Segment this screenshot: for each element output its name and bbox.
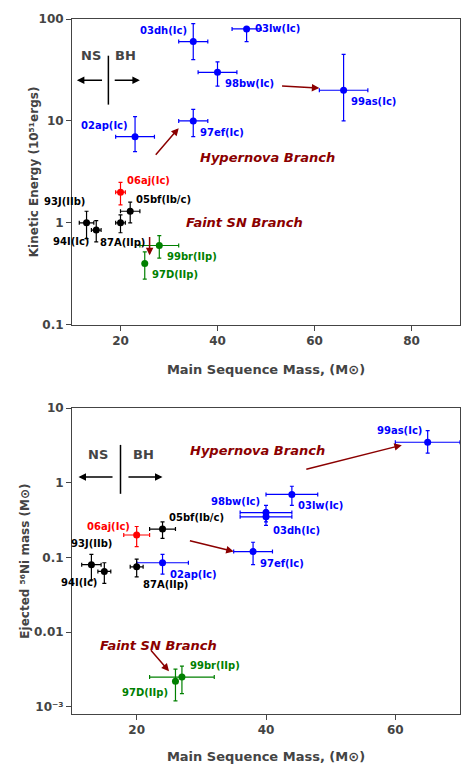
svg-text:99as(Ic): 99as(Ic) <box>351 96 396 107</box>
svg-text:40: 40 <box>209 334 226 348</box>
svg-text:60: 60 <box>387 723 404 737</box>
svg-text:93J(IIb): 93J(IIb) <box>71 538 112 549</box>
svg-text:98bw(Ic): 98bw(Ic) <box>211 496 260 507</box>
svg-text:94I(Ic): 94I(Ic) <box>53 236 89 247</box>
svg-text:20: 20 <box>112 334 129 348</box>
svg-text:1: 1 <box>55 216 63 230</box>
svg-text:99as(Ic): 99as(Ic) <box>377 425 422 436</box>
svg-text:99br(IIp): 99br(IIp) <box>190 660 240 671</box>
svg-text:02ap(Ic): 02ap(Ic) <box>170 569 217 580</box>
svg-text:87A(IIp): 87A(IIp) <box>143 579 188 590</box>
svg-text:87A(IIp): 87A(IIp) <box>100 237 145 248</box>
svg-text:06aj(Ic): 06aj(Ic) <box>127 175 170 186</box>
svg-text:BH: BH <box>133 447 154 462</box>
svg-text:Hypernova Branch: Hypernova Branch <box>190 443 325 458</box>
svg-text:NS: NS <box>88 447 108 462</box>
svg-text:10⁻³: 10⁻³ <box>35 700 63 714</box>
svg-text:99br(IIp): 99br(IIp) <box>167 251 217 262</box>
svg-text:Ejected ⁵⁶Ni mass (M⊙): Ejected ⁵⁶Ni mass (M⊙) <box>18 484 32 639</box>
svg-text:03dh(Ic): 03dh(Ic) <box>140 25 187 36</box>
svg-text:10: 10 <box>47 401 64 415</box>
svg-text:0.01: 0.01 <box>34 625 64 639</box>
svg-text:03lw(Ic): 03lw(Ic) <box>255 23 300 34</box>
svg-text:05bf(Ib/c): 05bf(Ib/c) <box>136 194 191 205</box>
svg-text:BH: BH <box>115 48 136 63</box>
svg-text:Main Sequence Mass, (M⊙): Main Sequence Mass, (M⊙) <box>167 749 365 764</box>
svg-text:80: 80 <box>403 334 420 348</box>
svg-text:97ef(Ic): 97ef(Ic) <box>200 127 244 138</box>
svg-text:03lw(Ic): 03lw(Ic) <box>298 500 343 511</box>
svg-text:06aj(Ic): 06aj(Ic) <box>87 521 130 532</box>
svg-text:97D(IIp): 97D(IIp) <box>152 269 198 280</box>
svg-text:100: 100 <box>39 12 64 26</box>
svg-text:NS: NS <box>81 48 101 63</box>
svg-text:Faint SN Branch: Faint SN Branch <box>100 638 217 653</box>
svg-text:97D(IIp): 97D(IIp) <box>122 687 168 698</box>
svg-text:94I(Ic): 94I(Ic) <box>61 577 97 588</box>
svg-text:05bf(Ib/c): 05bf(Ib/c) <box>169 512 224 523</box>
svg-text:03dh(Ic): 03dh(Ic) <box>273 525 320 536</box>
svg-text:Hypernova Branch: Hypernova Branch <box>200 150 335 165</box>
svg-text:Kinetic Energy (10⁵¹ergs): Kinetic Energy (10⁵¹ergs) <box>27 87 41 258</box>
svg-text:60: 60 <box>306 334 323 348</box>
svg-text:97ef(Ic): 97ef(Ic) <box>260 558 304 569</box>
svg-text:93J(IIb): 93J(IIb) <box>44 196 85 207</box>
svg-text:Faint SN Branch: Faint SN Branch <box>186 215 303 230</box>
svg-text:40: 40 <box>258 723 275 737</box>
svg-text:98bw(Ic): 98bw(Ic) <box>225 78 274 89</box>
svg-text:10: 10 <box>47 114 64 128</box>
svg-text:02ap(Ic): 02ap(Ic) <box>81 120 128 131</box>
svg-text:Main Sequence Mass, (M⊙): Main Sequence Mass, (M⊙) <box>167 362 365 377</box>
svg-text:0.1: 0.1 <box>42 551 63 565</box>
svg-text:1: 1 <box>55 476 63 490</box>
svg-text:20: 20 <box>128 723 145 737</box>
svg-text:0.1: 0.1 <box>42 318 63 332</box>
